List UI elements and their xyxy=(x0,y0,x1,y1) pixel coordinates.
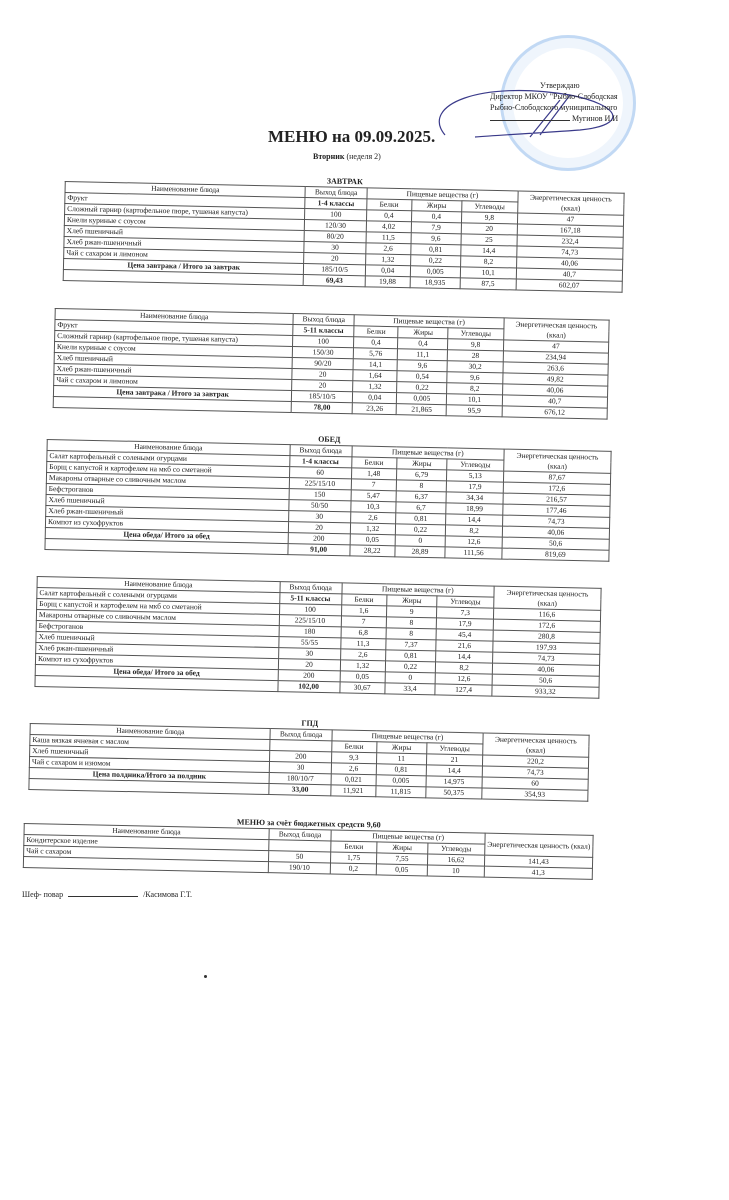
energy-value: 41,3 xyxy=(484,866,593,880)
carbs-value: 87,5 xyxy=(459,277,517,290)
output-value: 78,00 xyxy=(291,401,353,414)
protein-value: 11,5 xyxy=(365,231,411,244)
signature-line xyxy=(68,896,139,897)
menu-table-block: ЗАВТРАК Наименование блюда Выход блюда Пище… xyxy=(63,170,625,293)
director-name: Мугинов И.И xyxy=(572,114,619,123)
day-label: Вторник xyxy=(313,152,345,161)
col-output-header: Выход блюда xyxy=(293,313,355,326)
col-output-header: Выход блюда xyxy=(289,444,352,457)
protein-value: 0,021 xyxy=(330,773,376,786)
col-energy-header: Энергетическая ценность (ккал) xyxy=(503,317,610,343)
fat-value: 33,4 xyxy=(384,682,436,695)
protein-value: 5,76 xyxy=(353,347,398,360)
menu-table-block: ОБЕД Наименование блюда Выход блюда Пищевые… xyxy=(44,428,612,562)
energy-value: 602,07 xyxy=(515,278,623,293)
carbs-value: 111,56 xyxy=(445,546,502,560)
menu-table-block: ГПД Наименование блюда Выход блюда Пищевые … xyxy=(28,712,590,802)
protein-value: 0,04 xyxy=(352,391,398,404)
protein-value: 2,6 xyxy=(331,762,377,775)
protein-value: 11,921 xyxy=(330,784,376,797)
protein-value: 5,47 xyxy=(350,489,396,502)
protein-value: 2,6 xyxy=(365,242,411,255)
carbs-value: 127,4 xyxy=(435,683,492,697)
output-value: 33,00 xyxy=(269,783,331,796)
energy-value: 354,93 xyxy=(481,787,588,802)
menu-table: Наименование блюда Выход блюда Пищевые вещ… xyxy=(28,723,590,802)
protein-value: 1,32 xyxy=(352,380,398,393)
col-energy-header: Энергетическая ценность (ккал) xyxy=(484,833,594,858)
menu-table-block: Наименование блюда Выход блюда Пищевые вещ… xyxy=(53,297,610,420)
fat-value: 0,05 xyxy=(376,863,428,876)
carbs-value: 95,9 xyxy=(446,404,503,417)
fat-value: 21,865 xyxy=(396,403,447,416)
output-value: 91,00 xyxy=(287,543,350,556)
approval-heading: Утверждаю xyxy=(540,81,580,90)
protein-value: 28,22 xyxy=(349,544,395,557)
protein-value: 19,88 xyxy=(364,275,410,288)
official-stamp xyxy=(500,35,636,171)
approval-signatory: Мугинов И.И xyxy=(490,113,618,124)
menu-table: Наименование блюда Выход блюда Пищевые вещ… xyxy=(44,439,612,562)
menu-table-block: Наименование блюда Выход блюда Пищевые вещ… xyxy=(34,565,602,699)
col-output-header: Выход блюда xyxy=(270,728,333,741)
protein-value: 1,64 xyxy=(352,369,398,382)
col-energy-header: Энергетическая ценность (ккал) xyxy=(517,190,625,216)
energy-value: 933,32 xyxy=(491,685,600,699)
carbs-value: 10 xyxy=(427,864,485,878)
page-subtitle: Вторник (неделя 2) xyxy=(313,152,381,161)
scan-mark xyxy=(204,975,207,978)
week-label: (неделя 2) xyxy=(346,152,381,161)
col-energy-header: Энергетическая ценность (ккал) xyxy=(493,586,602,611)
approval-block: Утверждаю Директор МКОУ "Рыбно-Слободска… xyxy=(490,80,618,124)
protein-value: 0,4 xyxy=(353,336,399,349)
approval-position: Директор МКОУ "Рыбно-Слободская xyxy=(490,92,618,101)
energy-value: 819,69 xyxy=(501,548,610,562)
col-output-header: Выход блюда xyxy=(305,186,368,199)
director-signature xyxy=(438,89,614,138)
protein-value: 23,26 xyxy=(352,402,397,415)
col-energy-header: Энергетическая ценность (ккал) xyxy=(503,449,612,474)
menu-table: Наименование блюда Выход блюда Пищевые вещ… xyxy=(53,308,610,420)
chef-signature-line: Шеф- повар /Касимова Г.Т. xyxy=(22,890,192,899)
carbs-value: 50,375 xyxy=(425,786,482,799)
protein-value: 1,32 xyxy=(365,253,411,266)
chef-label: Шеф- повар xyxy=(22,890,64,899)
protein-value: 14,1 xyxy=(353,358,398,371)
page-title: МЕНЮ на 09.09.2025. xyxy=(268,127,436,146)
protein-value: 4,02 xyxy=(366,220,412,233)
protein-value: 7 xyxy=(350,478,397,491)
col-energy-header: Энергетическая ценность (ккал) xyxy=(482,732,590,758)
fat-value: 28,89 xyxy=(394,545,446,558)
col-output-header: Выход блюда xyxy=(279,581,342,594)
output-value: 102,00 xyxy=(277,680,340,693)
col-protein-header: Белки xyxy=(353,325,399,338)
protein-value: 6,8 xyxy=(340,626,386,639)
fat-value: 18,935 xyxy=(409,276,461,289)
signature-line xyxy=(490,120,570,121)
output-value: 190/10 xyxy=(267,861,331,874)
protein-value: 30,67 xyxy=(339,681,385,694)
menu-table-block: МЕНЮ за счёт бюджетных средств 9,60 Наиме… xyxy=(23,812,594,880)
protein-value: 7 xyxy=(340,615,387,628)
chef-name: /Касимова Г.Т. xyxy=(143,890,193,899)
energy-value: 676,12 xyxy=(501,405,608,420)
approval-organization: Рыбно-Слободского муниципального xyxy=(490,103,618,112)
fat-value: 11,815 xyxy=(375,785,426,798)
output-value: 69,43 xyxy=(303,274,366,287)
col-output-header: Выход блюда xyxy=(268,828,332,841)
menu-table: Наименование блюда Выход блюда Пищевые вещ… xyxy=(63,181,625,293)
protein-value: 0,2 xyxy=(330,862,377,875)
menu-table: Наименование блюда Выход блюда Пищевые вещ… xyxy=(34,576,602,699)
